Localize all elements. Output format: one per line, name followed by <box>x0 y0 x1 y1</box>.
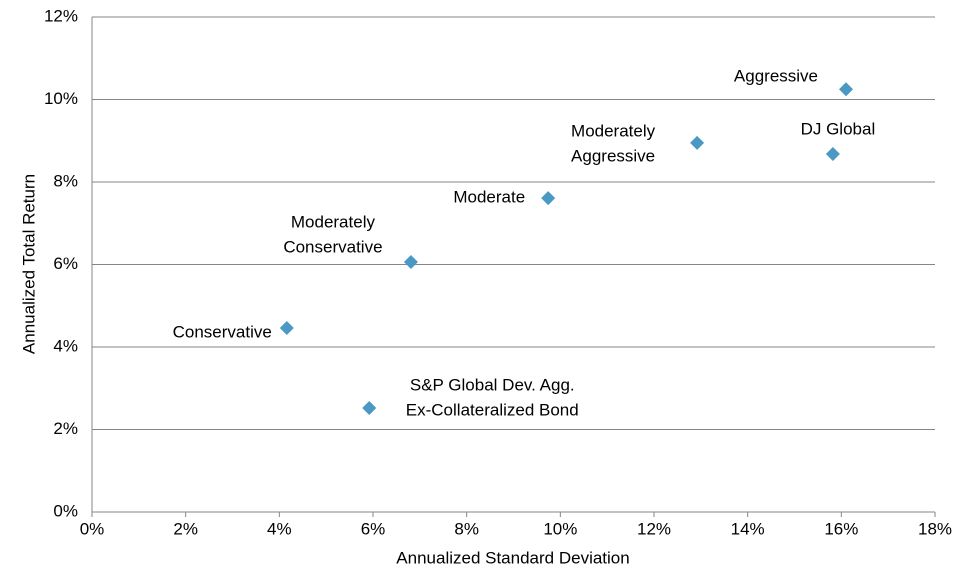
y-axis-label: Annualized Total Return <box>19 174 38 354</box>
x-tick-label: 10% <box>543 519 577 538</box>
point <box>541 191 556 206</box>
x-tick-label: 12% <box>637 519 671 538</box>
point <box>690 135 705 150</box>
point-label: S&P Global Dev. Agg. <box>410 376 575 395</box>
point-label: Conservative <box>283 238 382 257</box>
x-axis-label: Annualized Standard Deviation <box>396 548 629 567</box>
y-tick-label: 6% <box>53 254 78 273</box>
x-tick-label: 2% <box>173 519 198 538</box>
y-tick-label: 10% <box>44 89 78 108</box>
point-label: Conservative <box>173 323 272 342</box>
point-label: Ex-Collateralized Bond <box>406 401 579 420</box>
point-label: Moderate <box>453 188 525 207</box>
point <box>403 255 418 270</box>
x-tick-label: 18% <box>918 519 952 538</box>
point-label: Aggressive <box>734 67 818 86</box>
point <box>362 401 377 416</box>
x-tick-label: 0% <box>80 519 105 538</box>
x-tick-label: 14% <box>731 519 765 538</box>
y-tick-label: 8% <box>53 171 78 190</box>
y-tick-label: 4% <box>53 336 78 355</box>
x-tick-label: 6% <box>361 519 386 538</box>
y-tick-label: 12% <box>44 6 78 25</box>
y-tick-label: 2% <box>53 419 78 438</box>
point <box>825 146 840 161</box>
x-tick-label: 4% <box>267 519 292 538</box>
point-label: Moderately <box>571 121 656 140</box>
point-label: DJ Global <box>801 119 876 138</box>
point-label: Moderately <box>291 213 376 232</box>
y-tick-label: 0% <box>53 501 78 520</box>
x-tick-label: 16% <box>824 519 858 538</box>
point-label: Aggressive <box>571 146 655 165</box>
point <box>279 321 294 336</box>
point <box>839 82 854 97</box>
x-tick-label: 8% <box>454 519 479 538</box>
